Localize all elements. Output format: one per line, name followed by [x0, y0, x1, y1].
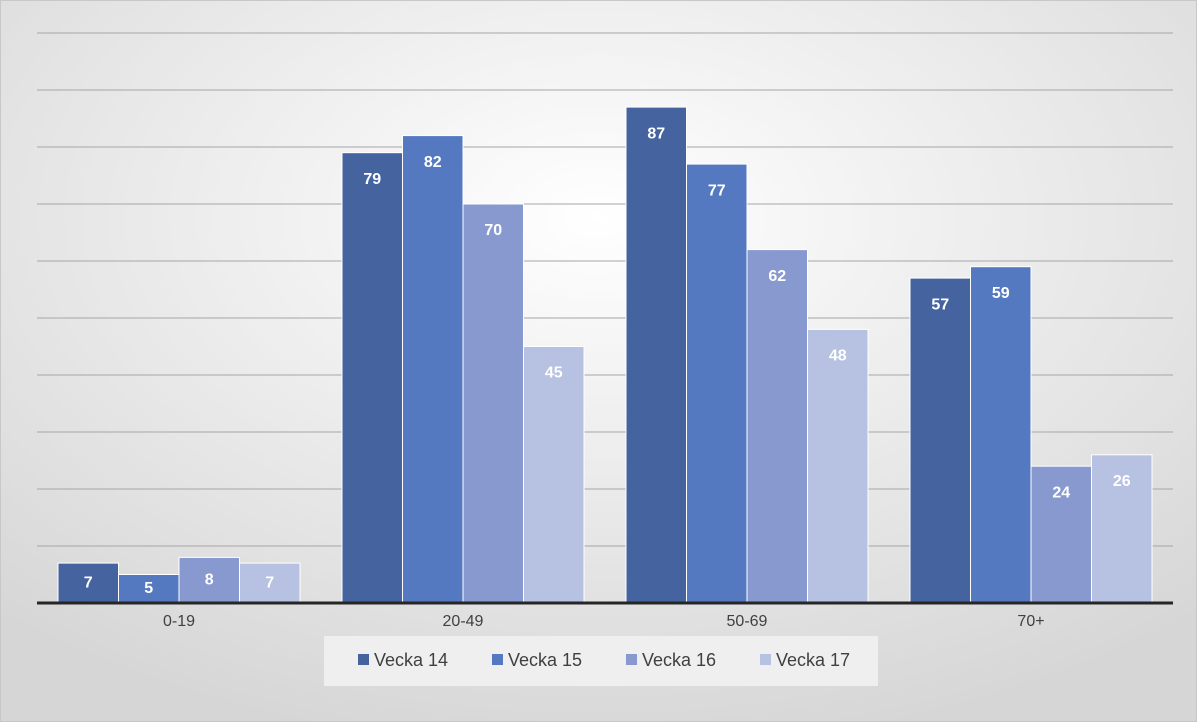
legend-label: Vecka 14	[374, 650, 448, 670]
x-tick-label: 20-49	[443, 613, 484, 630]
data-label: 82	[424, 154, 442, 171]
bar	[462, 203, 524, 604]
data-label: 7	[265, 574, 274, 591]
bar	[523, 346, 585, 604]
data-label: 45	[545, 365, 563, 382]
data-label: 57	[931, 296, 949, 313]
bar	[807, 328, 869, 604]
bar	[746, 249, 808, 604]
legend-swatch	[358, 654, 369, 665]
x-tick-label: 0-19	[163, 613, 195, 630]
data-label: 48	[829, 348, 847, 365]
bar	[341, 152, 403, 604]
data-label: 79	[363, 171, 381, 188]
data-label: 77	[708, 182, 726, 199]
legend-box	[324, 636, 878, 686]
bar	[686, 163, 748, 604]
bar	[909, 277, 971, 604]
data-label: 7	[84, 574, 93, 591]
legend-swatch	[760, 654, 771, 665]
data-label: 62	[768, 268, 786, 285]
bar	[1030, 465, 1092, 604]
data-label: 59	[992, 285, 1010, 302]
legend-label: Vecka 17	[776, 650, 850, 670]
legend-swatch	[492, 654, 503, 665]
data-label: 5	[144, 580, 153, 597]
bar	[625, 106, 687, 604]
bar	[1091, 454, 1153, 604]
legend-label: Vecka 15	[508, 650, 582, 670]
data-label: 8	[205, 571, 214, 588]
bar	[402, 135, 464, 604]
legend-swatch	[626, 654, 637, 665]
data-label: 70	[484, 222, 502, 239]
x-tick-label: 50-69	[727, 613, 768, 630]
bar	[239, 562, 301, 604]
data-label: 87	[647, 125, 665, 142]
data-label: 24	[1052, 484, 1070, 501]
legend-label: Vecka 16	[642, 650, 716, 670]
data-label: 26	[1113, 473, 1131, 490]
x-tick-label: 70+	[1017, 613, 1044, 630]
bar	[970, 266, 1032, 604]
